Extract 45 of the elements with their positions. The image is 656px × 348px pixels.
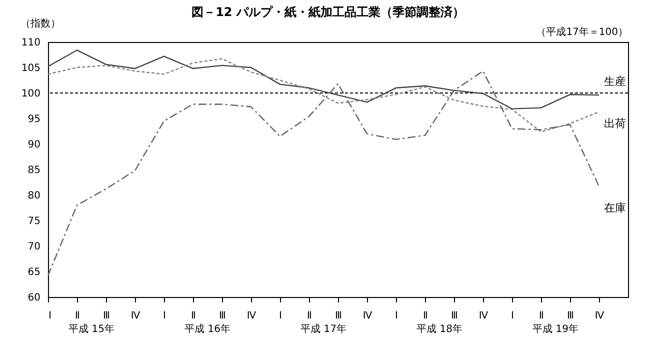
y-tick-label: 80	[28, 190, 40, 202]
y-tick-label: 100	[21, 88, 40, 100]
y-tick-label: 65	[28, 267, 40, 278]
y-tick-label: 70	[28, 242, 40, 252]
x-tick-label: Ⅰ	[163, 310, 166, 322]
x-tick-label: Ⅰ	[511, 310, 514, 322]
line-series	[47, 50, 600, 110]
text: 平成 17年	[300, 323, 346, 335]
series-label: 生産	[604, 75, 626, 88]
x-tick-label: Ⅰ	[395, 310, 398, 322]
x-tick-label: Ⅲ	[219, 310, 226, 322]
x-tick-label: Ⅳ	[594, 310, 605, 322]
x-tick-label: Ⅱ	[75, 310, 80, 322]
x-tick-label: Ⅳ	[246, 310, 257, 322]
x-tick-label: Ⅲ	[103, 310, 110, 322]
y-axis-title: （指数）	[20, 18, 60, 30]
series-label: 出荷	[604, 116, 626, 130]
y-tick-label: 95	[28, 114, 40, 125]
x-tick-label: Ⅱ	[539, 310, 544, 322]
text: 平成 15年	[68, 323, 114, 335]
y-tick-label: 60	[28, 292, 40, 304]
y-tick-label: 85	[28, 165, 40, 176]
y-tick-label: 90	[28, 140, 40, 150]
text: 平成 18年	[416, 323, 462, 335]
x-tick-label: Ⅲ	[567, 310, 574, 322]
y-tick-label: 105	[21, 63, 40, 74]
x-tick-label: Ⅰ	[48, 310, 52, 322]
series-label: 在庫	[604, 201, 626, 214]
line-series	[47, 58, 600, 132]
x-tick-label: Ⅱ	[423, 310, 428, 322]
x-tick-label: Ⅲ	[335, 310, 342, 322]
chart-subtitle: （平成17年＝100）	[536, 26, 628, 38]
y-tick-label: 75	[28, 216, 40, 227]
x-tick-label: Ⅲ	[451, 310, 458, 322]
text: 平成 19年	[532, 323, 578, 335]
line-series	[47, 70, 600, 276]
text: 平成 16年	[184, 323, 230, 335]
chart-title: 図－12 パルプ・紙・紙加工品工業（季節調整済）	[192, 5, 464, 19]
y-tick-label: 110	[21, 38, 40, 48]
x-tick-label: Ⅱ	[191, 310, 196, 322]
x-tick-label: Ⅳ	[130, 310, 141, 322]
x-tick-label: Ⅱ	[307, 310, 312, 322]
x-tick-label: Ⅳ	[362, 310, 373, 322]
x-tick-label: Ⅰ	[279, 310, 282, 322]
x-tick-label: Ⅳ	[478, 310, 489, 322]
